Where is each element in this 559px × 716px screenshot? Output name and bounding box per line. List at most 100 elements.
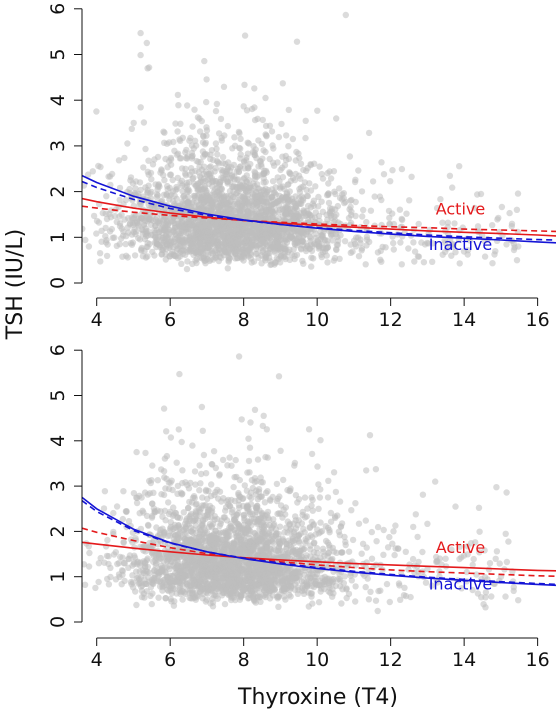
scatter-point (182, 183, 189, 191)
scatter-point (203, 98, 210, 106)
scatter-point (129, 221, 137, 229)
scatter-point (103, 552, 111, 560)
scatter-point (227, 588, 234, 596)
scatter-point (251, 116, 259, 124)
scatter-point (402, 548, 409, 555)
scatter-point (254, 456, 262, 463)
scatter-point (317, 228, 324, 235)
scatter-point (424, 520, 431, 527)
scatter-point (135, 580, 142, 587)
scatter-point (85, 543, 93, 550)
scatter-point (167, 519, 174, 526)
scatter-point (206, 172, 214, 179)
scatter-point (192, 541, 199, 549)
scatter-point (191, 137, 199, 144)
scatter-point (363, 236, 371, 243)
scatter-point (154, 183, 162, 190)
scatter-point (197, 254, 204, 261)
scatter-point (342, 11, 349, 19)
scatter-point (392, 522, 399, 529)
scatter-point (229, 145, 236, 152)
scatter-point (390, 239, 397, 247)
scatter-point (162, 256, 169, 263)
scatter-point (274, 564, 282, 571)
scatter-point (273, 480, 281, 488)
scatter-point (96, 250, 104, 257)
scatter-point (276, 178, 283, 185)
scatter-point (324, 259, 331, 266)
scatter-point (120, 539, 127, 546)
scatter-point (377, 256, 384, 263)
scatter-point (261, 584, 268, 592)
scatter-point (82, 581, 89, 588)
scatter-point (149, 500, 156, 507)
scatter-point (188, 153, 196, 160)
scatter-point (183, 155, 191, 162)
scatter-point (367, 207, 375, 214)
scatter-point (199, 494, 206, 501)
scatter-point (333, 115, 340, 122)
scatter-point (154, 507, 161, 514)
scatter-point (206, 502, 214, 510)
scatter-point (262, 453, 269, 461)
scatter-point (270, 162, 278, 169)
scatter-point (336, 185, 343, 192)
scatter-point (358, 550, 365, 557)
scatter-point (157, 169, 164, 176)
scatter-point (137, 29, 144, 37)
scatter-point (245, 435, 252, 442)
scatter-point (475, 504, 483, 511)
scatter-point (234, 590, 241, 598)
scatter-point (98, 227, 105, 234)
scatter-point (336, 498, 344, 505)
scatter-point (194, 517, 201, 524)
scatter-point (104, 536, 111, 544)
scatter-point (422, 579, 430, 586)
scatter-point (171, 238, 178, 246)
scatter-point (442, 555, 449, 562)
scatter-point (326, 541, 333, 549)
series-line-inactive-dashed (82, 180, 556, 241)
scatter-point (259, 116, 266, 124)
scatter-point (270, 516, 277, 523)
scatter-point (245, 188, 252, 195)
scatter-point (196, 462, 203, 469)
scatter-point (352, 198, 359, 206)
scatter-point (383, 580, 391, 588)
scatter-point (358, 188, 366, 195)
scatter-point (371, 193, 378, 200)
scatter-point (259, 248, 266, 256)
scatter-point (246, 444, 254, 451)
scatter-point (295, 517, 302, 524)
scatter-point (226, 234, 234, 241)
scatter-point (476, 528, 483, 535)
scatter-point (120, 488, 127, 495)
scatter-point (160, 212, 168, 220)
scatter-point (495, 214, 502, 222)
scatter-point (164, 235, 171, 243)
scatter-point (283, 132, 290, 139)
scatter-point (261, 203, 268, 210)
scatter-point (213, 157, 221, 165)
scatter-point (273, 233, 280, 240)
scatter-point (219, 153, 227, 161)
scatter-point (261, 255, 269, 262)
scatter-point (254, 250, 261, 257)
scatter-point (352, 583, 359, 590)
scatter-point (337, 577, 344, 584)
scatter-point (316, 217, 323, 225)
scatter-point (176, 232, 184, 240)
scatter-point (277, 569, 284, 577)
scatter-point (82, 236, 89, 244)
scatter-point (365, 596, 373, 603)
scatter-point (144, 239, 151, 247)
scatter-point (267, 261, 274, 269)
scatter-point (234, 255, 241, 262)
scatter-point (140, 221, 147, 228)
scatter-point (301, 529, 308, 536)
scatter-point (209, 599, 217, 606)
scatter-point (295, 228, 303, 235)
scatter-point (220, 514, 227, 521)
scatter-point (325, 199, 333, 207)
scatter-point (182, 149, 189, 156)
